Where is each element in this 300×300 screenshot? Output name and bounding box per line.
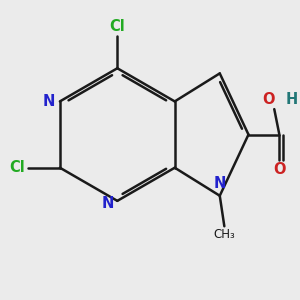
Text: N: N bbox=[43, 94, 55, 109]
Text: O: O bbox=[273, 162, 286, 177]
Text: N: N bbox=[101, 196, 114, 211]
Text: H: H bbox=[285, 92, 298, 107]
Text: N: N bbox=[214, 176, 226, 191]
Text: O: O bbox=[262, 92, 274, 107]
Text: Cl: Cl bbox=[110, 19, 125, 34]
Text: CH₃: CH₃ bbox=[214, 228, 235, 241]
Text: Cl: Cl bbox=[10, 160, 25, 175]
